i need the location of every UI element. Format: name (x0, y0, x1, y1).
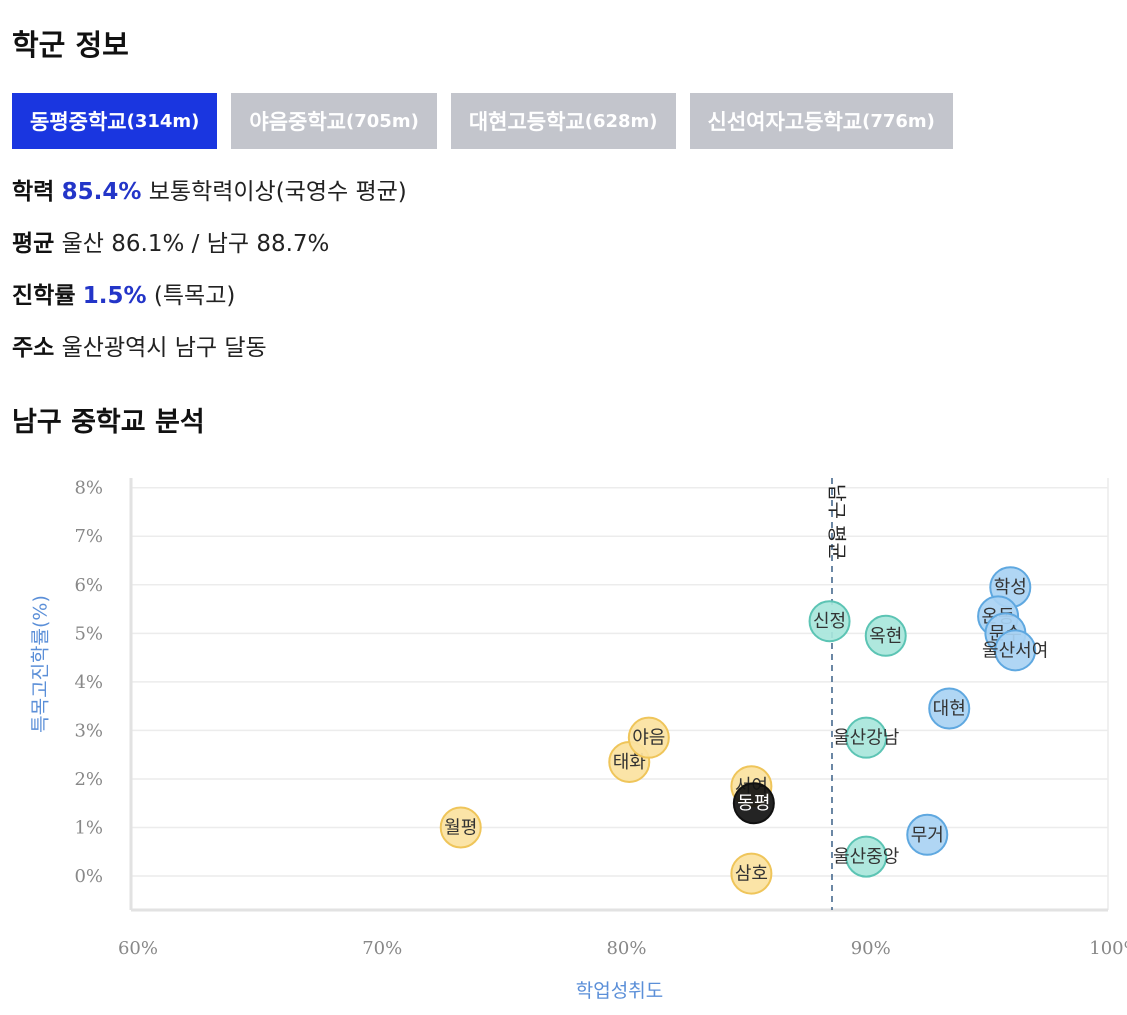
tab-dongpyeong-middle[interactable]: 동평중학교 (314m) (12, 93, 218, 149)
point-label: 월평 (444, 817, 477, 838)
chart-ticks: 0% 1% 2% 3% 4% 5% 6% 7% 8% 60% 70% 80% 90% 100% (74, 478, 1127, 959)
data-point: 야음 (627, 716, 670, 759)
tab-yaeum-middle[interactable]: 야음중학교 (705m) (231, 93, 437, 149)
school-info-title: 학군 정보 (12, 28, 129, 62)
point-label: 대현 (933, 699, 966, 720)
tab-school-name: 신선여자고등학교 (707, 110, 863, 134)
tab-sinseon-girls-high[interactable]: 신선여자고등학교 (776m) (689, 93, 953, 149)
address-text: 울산광역시 남구 달동 (61, 335, 267, 361)
point-marker (439, 806, 482, 849)
y-tick-label: 0% (74, 866, 103, 887)
y-tick-label: 1% (74, 817, 103, 838)
data-point: 무거 (906, 813, 949, 856)
data-point: 대현 (928, 687, 971, 730)
point-label: 학성 (994, 577, 1027, 598)
data-point: 울산서여 (982, 629, 1048, 672)
y-tick-label: 7% (74, 526, 103, 547)
point-label: 야음 (632, 728, 665, 749)
x-axis-title: 학업성취도 (576, 980, 663, 1002)
tab-school-name: 대현고등학교 (468, 110, 585, 134)
point-marker (845, 716, 888, 759)
point-marker (994, 629, 1037, 672)
address-row: 주소 울산광역시 남구 달동 (12, 328, 267, 362)
average-text: 울산 86.1% / 남구 88.7% (61, 231, 330, 257)
reference-line-label: 남구 평균 (825, 484, 847, 560)
point-label: 동평 (737, 793, 770, 814)
point-marker (906, 813, 949, 856)
point-label: 울산중앙 (833, 847, 899, 868)
advance-value: 1.5% (82, 283, 147, 309)
advance-rate-row: 진학률 1.5% (특목고) (12, 276, 235, 310)
point-label: 울산강남 (833, 728, 899, 749)
x-tick-label: 60% (118, 938, 158, 959)
point-label: 태화 (613, 752, 646, 773)
point-marker (845, 835, 888, 878)
achievement-desc: 보통학력이상(국영수 평균) (148, 179, 407, 205)
chart-axes (129, 478, 1108, 912)
point-marker (732, 782, 775, 825)
scatter-chart: 0% 1% 2% 3% 4% 5% 6% 7% 8% 60% 70% 80% 90% 100% 남구 평균… (30, 478, 1127, 1002)
reference-line-group: 남구 평균 (825, 478, 847, 910)
data-point: 신정 (808, 600, 851, 643)
data-point: 월평 (439, 806, 482, 849)
point-label: 울산서여 (982, 640, 1048, 661)
tab-school-name: 동평중학교 (30, 110, 127, 134)
y-tick-label: 3% (74, 720, 103, 741)
data-point: 동평 (732, 782, 775, 825)
address-label: 주소 (12, 335, 55, 361)
y-tick-label: 4% (74, 672, 103, 693)
average-row: 평균 울산 86.1% / 남구 88.7% (12, 224, 329, 258)
tab-distance: (776m) (862, 110, 935, 132)
tab-daehyeon-high[interactable]: 대현고등학교 (628m) (450, 93, 676, 149)
point-label: 옥현 (869, 626, 902, 647)
tab-distance: (628m) (584, 110, 658, 132)
y-tick-label: 5% (74, 623, 103, 644)
advance-label: 진학률 (12, 283, 76, 309)
data-point: 삼호 (730, 852, 773, 895)
y-tick-label: 8% (74, 478, 103, 499)
analysis-title: 남구 중학교 분석 (12, 407, 205, 438)
y-tick-label: 2% (74, 769, 103, 790)
data-point: 울산강남 (833, 716, 899, 759)
advance-desc: (특목고) (153, 283, 236, 309)
point-marker (730, 852, 773, 895)
point-marker (928, 687, 971, 730)
point-label: 무거 (911, 825, 944, 846)
y-axis-title: 특목고진학률(%) (30, 595, 52, 733)
data-point: 울산중앙 (833, 835, 899, 878)
x-tick-label: 90% (851, 938, 891, 959)
tab-distance: (705m) (346, 110, 419, 132)
tab-distance: (314m) (126, 110, 200, 132)
achievement-value: 85.4% (61, 179, 142, 205)
average-label: 평균 (12, 231, 55, 257)
point-marker (808, 600, 851, 643)
tab-school-name: 야음중학교 (249, 110, 347, 134)
point-marker (627, 716, 670, 759)
achievement-row: 학력 85.4% 보통학력이상(국영수 평균) (12, 172, 407, 206)
school-tabs: 동평중학교 (314m) 야음중학교 (705m) 대현고등학교 (628m) 신선여… (12, 93, 953, 149)
x-tick-label: 100% (1089, 938, 1127, 959)
chart-points: 월평태화야음서여삼호신정옥현울산강남울산중앙무거대현학성온동문수울산서여동평 (439, 566, 1048, 895)
x-tick-label: 80% (606, 938, 646, 959)
y-tick-label: 6% (74, 575, 103, 596)
data-point: 옥현 (864, 614, 907, 657)
x-tick-label: 70% (362, 938, 402, 959)
achievement-label: 학력 (12, 179, 55, 205)
point-label: 삼호 (735, 864, 768, 885)
point-marker (864, 614, 907, 657)
point-label: 신정 (813, 611, 846, 632)
chart-grid (131, 478, 1109, 910)
